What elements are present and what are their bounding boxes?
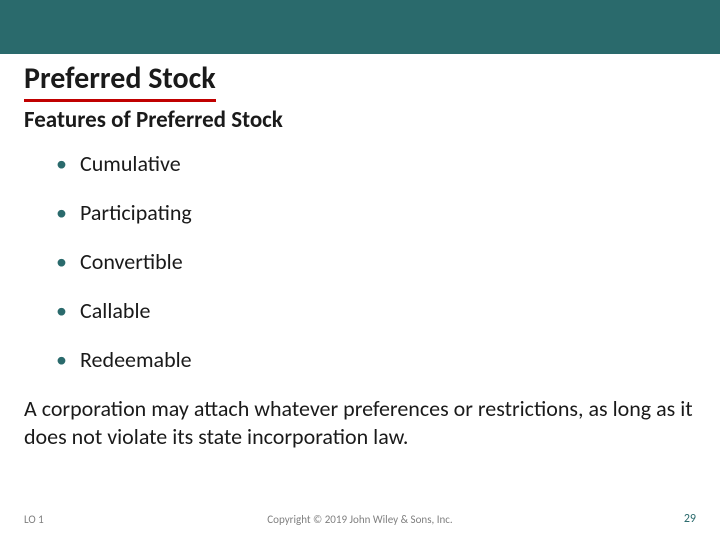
slide-subtitle: Features of Preferred Stock xyxy=(0,102,720,134)
slide-title: Preferred Stock xyxy=(24,60,216,102)
bullet-list: Cumulative Participating Convertible Cal… xyxy=(0,134,720,395)
footer-lo: LO 1 xyxy=(24,513,44,526)
list-item: Redeemable xyxy=(56,346,720,373)
list-item: Cumulative xyxy=(56,150,720,177)
list-item: Callable xyxy=(56,297,720,324)
slide: Preferred Stock Features of Preferred St… xyxy=(0,0,720,540)
footer-copyright: Copyright © 2019 John Wiley & Sons, Inc. xyxy=(267,513,452,526)
footer-page-number: 29 xyxy=(684,512,696,526)
footer: LO 1 Copyright © 2019 John Wiley & Sons,… xyxy=(0,512,720,526)
header-band xyxy=(0,0,720,54)
title-row: Preferred Stock xyxy=(0,54,720,102)
list-item: Participating xyxy=(56,199,720,226)
body-paragraph: A corporation may attach whatever prefer… xyxy=(0,395,720,450)
list-item: Convertible xyxy=(56,248,720,275)
